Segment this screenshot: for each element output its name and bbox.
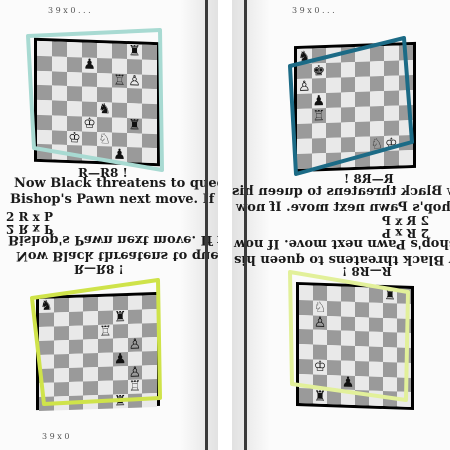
- threat-text: Now Black threatens to queen his: [14, 176, 218, 191]
- highlight-box-bottom-left[interactable]: [30, 278, 162, 406]
- highlight-box-top-left[interactable]: [26, 28, 164, 172]
- bishop-text: Bishop's Pawn next move. If now: [10, 192, 218, 207]
- page-spine-left: [205, 0, 208, 450]
- top-fragment-text: 3 9 x 0 . . .: [48, 6, 91, 15]
- highlight-box-bottom-right[interactable]: [288, 270, 410, 402]
- right-page: 3 9 x 0 . . . ♞♚♙♟♖♘♔ R—R8 ! Now Black t…: [232, 0, 450, 450]
- page-spine-right: [244, 0, 247, 450]
- move-rxp-text: 2 R x P: [6, 210, 54, 224]
- left-page: 3 9 x 0 . . . ♜ ♟ ♖ ♙ ♞ ♔ ♜ ♔ ♘ ♟ R—R8 ! Now Blac…: [0, 0, 218, 450]
- gutter-shadow-left: [180, 0, 218, 450]
- move-text: R—R8 !: [78, 166, 128, 180]
- highlight-box-top-right[interactable]: [288, 36, 414, 176]
- bottom-fragment-text: 3 9 x 0: [42, 432, 70, 441]
- top-fragment-text-right: 3 9 x 0 . . .: [292, 6, 335, 15]
- gutter-shadow-right: [232, 0, 270, 450]
